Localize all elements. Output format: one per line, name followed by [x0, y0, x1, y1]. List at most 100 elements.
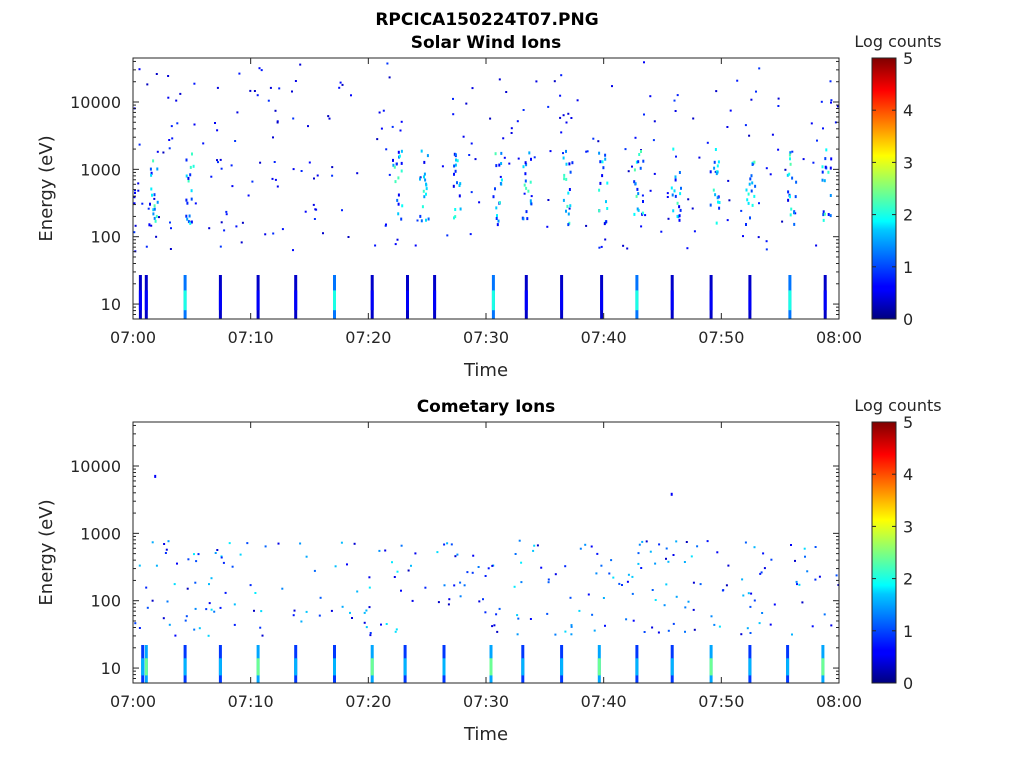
- data-cell: [699, 583, 702, 586]
- data-cell: [822, 213, 825, 217]
- data-cell: [746, 198, 749, 202]
- data-cell: [600, 245, 603, 248]
- data-cell: [674, 110, 677, 112]
- data-cell: [384, 224, 387, 227]
- data-cell: [190, 189, 193, 193]
- data-cell: [822, 218, 825, 222]
- data-cell: [193, 553, 195, 556]
- data-cell: [684, 606, 687, 609]
- data-cell: [393, 165, 396, 169]
- colorbar-tick-label: 4: [903, 465, 913, 484]
- data-cell: [626, 580, 629, 583]
- data-cell: [399, 129, 402, 132]
- data-cell: [692, 117, 695, 120]
- data-cell: [400, 169, 403, 173]
- x-tick-label: 08:00: [816, 692, 862, 711]
- data-cell: [213, 610, 216, 613]
- data-cell: [443, 543, 446, 546]
- data-cell: [401, 204, 404, 208]
- data-cell: [827, 213, 830, 216]
- data-cell: [176, 122, 179, 125]
- y-tick-label: 10000: [70, 457, 121, 476]
- data-cell: [374, 244, 377, 247]
- data-cell: [400, 120, 403, 123]
- data-cell: [500, 178, 503, 182]
- data-cell: [225, 213, 228, 216]
- low-energy-stripe-core: [709, 290, 713, 311]
- data-cell: [495, 217, 498, 220]
- data-cell: [670, 492, 673, 496]
- data-cell: [187, 220, 190, 224]
- data-cell: [272, 136, 274, 139]
- data-cell: [634, 136, 637, 139]
- low-energy-stripe-core: [183, 658, 187, 676]
- data-cell: [820, 100, 823, 103]
- data-cell: [472, 554, 475, 557]
- data-cell: [198, 627, 201, 630]
- data-cell: [666, 192, 669, 195]
- data-cell: [150, 224, 153, 227]
- data-cell: [272, 232, 275, 235]
- data-cell: [414, 552, 417, 555]
- low-energy-stripe-core: [433, 290, 437, 311]
- data-cell: [443, 584, 446, 587]
- data-cell: [496, 630, 499, 633]
- data-cell: [133, 231, 136, 234]
- data-cell: [622, 244, 625, 247]
- data-cell: [618, 582, 621, 585]
- data-cell: [496, 214, 498, 218]
- data-cell: [456, 159, 459, 163]
- data-cell: [274, 178, 277, 181]
- data-cell: [247, 194, 250, 197]
- low-energy-stripe-core: [333, 658, 336, 676]
- data-cell: [715, 172, 718, 176]
- data-cell: [395, 628, 398, 631]
- data-cell: [392, 163, 395, 167]
- data-cell: [193, 123, 196, 126]
- data-cell: [811, 625, 814, 628]
- data-cell: [156, 167, 159, 171]
- data-cell: [587, 593, 590, 596]
- data-cell: [210, 577, 213, 580]
- low-energy-stripe-core: [183, 290, 187, 311]
- data-cell: [757, 236, 760, 239]
- data-cell: [715, 221, 718, 225]
- data-cell: [829, 214, 832, 218]
- x-tick-label: 07:10: [228, 692, 274, 711]
- data-cell: [450, 543, 453, 546]
- low-energy-stripe-core: [821, 658, 825, 676]
- data-cell: [640, 150, 642, 153]
- data-cell: [787, 198, 790, 202]
- data-cell: [560, 74, 563, 77]
- low-energy-stripe-core: [144, 658, 148, 676]
- data-cell: [454, 153, 457, 157]
- data-cell: [706, 141, 709, 144]
- data-cell: [388, 173, 391, 176]
- data-cell: [747, 592, 750, 595]
- data-cell: [760, 571, 763, 574]
- data-cell: [801, 601, 804, 604]
- data-cell: [216, 86, 219, 89]
- data-cell: [341, 83, 344, 86]
- data-cell: [524, 179, 527, 183]
- x-tick-label: 08:00: [816, 328, 862, 347]
- data-cell: [422, 189, 425, 193]
- panels: 07:00 07:10 07:20 07:30 07:40 07:50 08:0010100…: [36, 32, 942, 745]
- data-cell: [394, 180, 397, 184]
- data-cell: [529, 180, 532, 184]
- data-cell: [185, 214, 188, 218]
- data-cell: [641, 194, 644, 197]
- data-cell: [604, 624, 606, 627]
- data-cell: [176, 562, 178, 565]
- data-cell: [755, 90, 757, 93]
- data-cell: [395, 162, 398, 166]
- data-cell: [452, 184, 455, 188]
- data-cell: [595, 572, 598, 575]
- data-cell: [513, 585, 516, 588]
- data-cell: [179, 92, 182, 95]
- data-cell: [608, 572, 611, 575]
- data-cell: [525, 210, 528, 214]
- data-cell: [787, 190, 790, 194]
- data-cell: [683, 561, 686, 563]
- data-cell: [396, 570, 399, 573]
